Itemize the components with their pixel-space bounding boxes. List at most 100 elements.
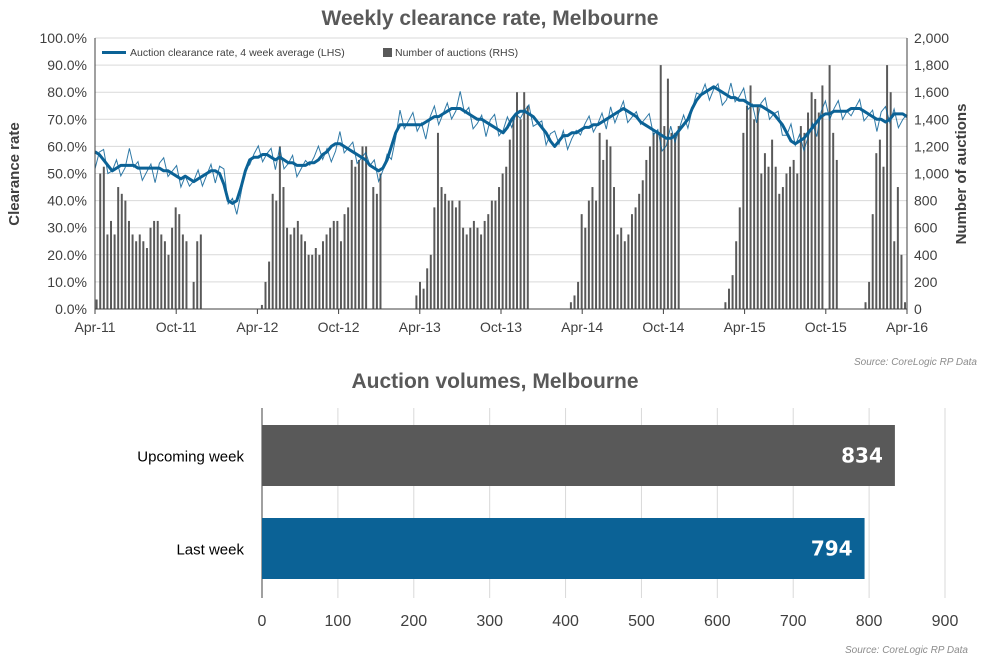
auction-bar	[347, 207, 350, 310]
legend-line-label: Auction clearance rate, 4 week average (…	[130, 47, 345, 59]
chart2-x-tick: 500	[628, 613, 655, 630]
auction-bar	[821, 85, 824, 310]
auction-bar	[472, 220, 475, 309]
auction-bar	[620, 227, 623, 309]
auction-bar	[142, 241, 145, 309]
auction-bar	[591, 187, 594, 309]
auction-bar	[900, 254, 903, 309]
chart1-gridlines	[95, 37, 907, 283]
auction-bar	[781, 187, 784, 309]
chart1-right-tick: 1,200	[914, 138, 949, 154]
auction-bar	[480, 234, 483, 309]
auction-bar	[807, 112, 810, 309]
chart1-left-tick: 40.0%	[47, 193, 87, 209]
auction-bar	[260, 304, 263, 309]
chart2-x-tick: 800	[856, 613, 883, 630]
auction-bar	[185, 241, 188, 309]
auction-bar	[774, 166, 777, 309]
auction-bar	[458, 200, 461, 309]
auction-bar	[167, 254, 170, 309]
chart1-left-tick: 20.0%	[47, 247, 87, 263]
auction-bar	[426, 268, 429, 309]
auction-bar	[192, 281, 195, 309]
auction-bar	[329, 227, 332, 309]
auction-bar	[131, 234, 134, 309]
category-label: Last week	[176, 542, 244, 559]
auction-bar	[904, 302, 907, 309]
auction-bar	[595, 200, 598, 309]
auction-bar	[896, 187, 899, 309]
chart1-right-tick: 1,800	[914, 57, 949, 73]
chart1-right-tick: 1,600	[914, 84, 949, 100]
chart1-auction-bars	[95, 65, 907, 310]
chart1-x-tick: Oct-13	[480, 319, 522, 335]
auction-bar	[483, 220, 486, 309]
auction-bar	[99, 173, 102, 309]
auction-bar	[415, 295, 418, 309]
auction-bar	[630, 214, 633, 309]
auction-bar	[498, 187, 501, 309]
auction-bar	[505, 166, 508, 309]
auction-bar	[454, 207, 457, 310]
auction-bar	[580, 214, 583, 309]
chart1-x-tick: Apr-12	[236, 319, 278, 335]
auction-bar	[659, 65, 662, 309]
chart1-x-tick-labels: Apr-11 Oct-11 Apr-12 Oct-12 Apr-13 Oct-13 Apr-…	[75, 309, 928, 335]
auction-bar	[271, 193, 274, 309]
auction-bar	[325, 234, 328, 309]
auction-bar	[156, 220, 159, 309]
chart1-x-tick: Apr-16	[886, 319, 928, 335]
auction-bar	[605, 139, 608, 310]
auction-bar	[598, 132, 601, 309]
auction-bar	[106, 234, 109, 309]
chart1-x-tick: Apr-13	[399, 319, 441, 335]
chart1-x-tick: Oct-15	[805, 319, 847, 335]
auction-bar	[569, 302, 572, 309]
auction-bar	[322, 241, 324, 309]
auction-bar	[117, 187, 120, 309]
chart1-left-tick: 30.0%	[47, 220, 87, 236]
auction-bar	[138, 234, 141, 309]
clearance-rate-weekly-line	[94, 82, 908, 215]
auction-bar	[516, 92, 518, 309]
auction-bar	[828, 65, 831, 309]
auction-bar	[336, 220, 339, 309]
chart2-x-tick: 600	[704, 613, 731, 630]
auction-bar	[864, 302, 867, 309]
auction-bar	[832, 132, 835, 309]
auction-bar	[882, 166, 885, 309]
chart1-right-tick: 600	[914, 220, 938, 236]
auction-bar	[778, 193, 781, 309]
auction-bar	[814, 98, 817, 309]
auction-bar	[803, 132, 806, 309]
auction-bar	[738, 207, 741, 310]
chart2-x-tick: 300	[476, 613, 503, 630]
auction-bar	[731, 275, 734, 310]
chart1-x-tick: Apr-11	[75, 319, 116, 335]
auction-bar	[171, 227, 174, 309]
auction-bar	[174, 207, 177, 310]
chart1-left-tick: 10.0%	[47, 274, 87, 290]
auction-bar	[749, 85, 752, 310]
auction-bar	[645, 159, 648, 309]
chart2-bars: 834 794	[262, 425, 895, 579]
chart2-x-tick: 200	[400, 613, 427, 630]
chart1-left-tick: 100.0%	[40, 30, 87, 46]
auction-bar	[728, 288, 730, 309]
volume-bar-label: 834	[841, 444, 883, 468]
auction-bar	[792, 159, 795, 309]
auction-bar	[767, 166, 770, 309]
chart1-left-tick-labels: 0.0% 10.0% 20.0% 30.0% 40.0% 50.0% 60.0% 70.0% 8…	[40, 30, 87, 317]
auction-bar	[508, 139, 511, 310]
auction-bar	[365, 146, 368, 309]
chart1-source: Source: CoreLogic RP Data	[854, 357, 977, 368]
legend-bar-label: Number of auctions (RHS)	[395, 47, 518, 59]
auction-bar	[343, 214, 346, 309]
auction-bar	[145, 248, 148, 309]
auction-bar	[573, 295, 576, 309]
auction-bar	[311, 254, 314, 309]
auction-bar	[296, 220, 299, 309]
legend-bar-swatch	[383, 48, 392, 57]
auction-bar	[419, 281, 421, 309]
